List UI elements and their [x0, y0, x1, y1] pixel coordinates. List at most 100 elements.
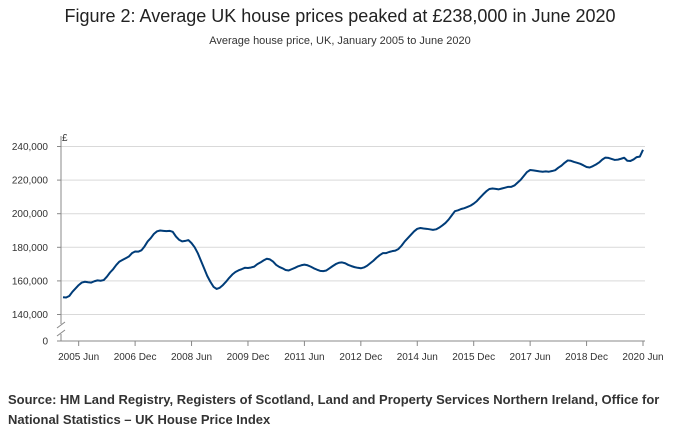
data-point [354, 266, 356, 268]
data-point [397, 248, 399, 250]
data-point [250, 266, 252, 268]
data-point [313, 267, 315, 269]
data-point [335, 263, 337, 265]
data-point [639, 156, 641, 158]
data-point [507, 186, 509, 188]
data-point [551, 170, 553, 172]
data-point [169, 230, 171, 232]
data-point [444, 222, 446, 224]
data-point [96, 279, 98, 281]
data-point [394, 250, 396, 252]
data-point [194, 246, 196, 248]
data-point [269, 258, 271, 260]
data-point [592, 165, 594, 167]
x-tick-label: 2005 Jun [58, 352, 99, 363]
data-point [560, 165, 562, 167]
data-point [363, 266, 365, 268]
data-point [100, 280, 102, 282]
series-line-average-house-price [62, 149, 644, 299]
data-point [523, 175, 525, 177]
data-point [470, 205, 472, 207]
data-point [529, 169, 531, 171]
data-point [608, 157, 610, 159]
data-point [413, 230, 415, 232]
data-point [175, 235, 177, 237]
x-tick-label: 2006 Dec [114, 352, 157, 363]
data-point [103, 279, 105, 281]
data-point [75, 287, 77, 289]
y-tick-label: 200,000 [12, 209, 49, 220]
data-point [90, 282, 92, 284]
data-point [564, 162, 566, 164]
data-point [642, 149, 644, 151]
data-point [347, 264, 349, 266]
data-point [181, 240, 183, 242]
data-point [629, 160, 631, 162]
data-point [407, 237, 409, 239]
data-point [316, 269, 318, 271]
data-point [128, 256, 130, 258]
data-point [68, 295, 70, 297]
data-point [501, 188, 503, 190]
data-point [212, 286, 214, 288]
data-point [573, 161, 575, 163]
data-point [225, 281, 227, 283]
data-point [545, 170, 547, 172]
data-point [554, 169, 556, 171]
data-point [535, 170, 537, 172]
data-point [247, 267, 249, 269]
data-point [137, 251, 139, 253]
data-point [451, 214, 453, 216]
data-point [187, 239, 189, 241]
data-point [488, 188, 490, 190]
data-point [482, 193, 484, 195]
data-point [598, 161, 600, 163]
data-point [191, 242, 193, 244]
data-point [391, 250, 393, 252]
gridlines [61, 146, 645, 315]
data-point [87, 281, 89, 283]
data-point [463, 207, 465, 209]
data-point [322, 270, 324, 272]
data-point [134, 251, 136, 253]
data-point [178, 239, 180, 241]
data-point [266, 258, 268, 260]
data-point [438, 227, 440, 229]
data-point [595, 163, 597, 165]
data-point [379, 254, 381, 256]
axes: £ [56, 133, 645, 342]
data-point [165, 230, 167, 232]
data-point [357, 267, 359, 269]
data-point [109, 272, 111, 274]
data-point [369, 262, 371, 264]
data-point [303, 264, 305, 266]
data-point [517, 182, 519, 184]
y-tick-label: 0 [42, 337, 48, 348]
data-point [532, 169, 534, 171]
data-point [419, 227, 421, 229]
data-point [231, 274, 233, 276]
x-tick-label: 2009 Dec [227, 352, 270, 363]
data-point [112, 268, 114, 270]
data-point [633, 158, 635, 160]
data-point [291, 268, 293, 270]
data-point [206, 275, 208, 277]
data-point [360, 267, 362, 269]
data-point [300, 264, 302, 266]
data-point [115, 264, 117, 266]
data-point [429, 228, 431, 230]
data-point [319, 270, 321, 272]
data-point [216, 288, 218, 290]
data-point [388, 251, 390, 253]
data-point [623, 157, 625, 159]
y-tick-label: 220,000 [12, 176, 49, 187]
data-point [106, 276, 108, 278]
data-point [495, 188, 497, 190]
data-point [485, 190, 487, 192]
data-point [278, 266, 280, 268]
data-point [479, 197, 481, 199]
data-point [520, 179, 522, 181]
data-point [548, 171, 550, 173]
x-tick-label: 2015 Dec [452, 352, 495, 363]
x-tick-label: 2014 Jun [397, 352, 438, 363]
